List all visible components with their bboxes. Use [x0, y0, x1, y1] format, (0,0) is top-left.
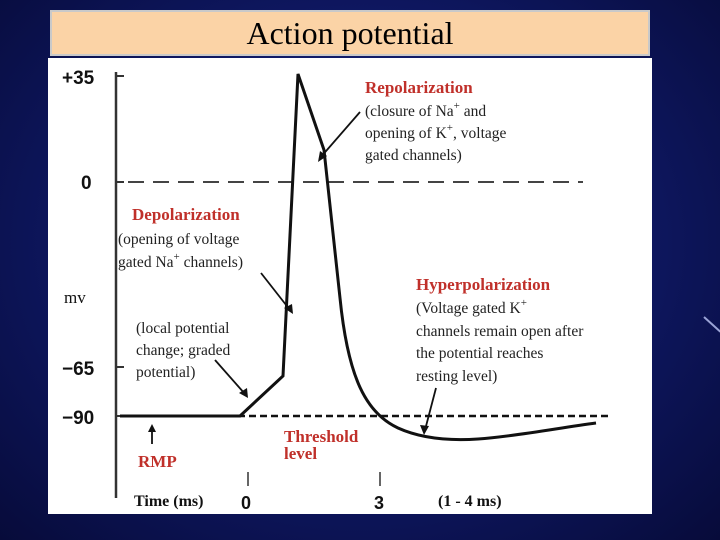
- local-potential-arrow-head: [239, 388, 248, 398]
- rmp-label: RMP: [138, 452, 177, 471]
- hyperpolarization-sup: +: [521, 297, 527, 309]
- y-axis-unit-label: mv: [64, 288, 86, 307]
- x-tick-label-3: 3: [374, 493, 384, 513]
- repolarization-arrow: [319, 111, 361, 159]
- slide-title: Action potential: [246, 14, 454, 51]
- depolarization-arrow-head: [284, 304, 293, 314]
- hyperpolarization-line3: the potential reaches: [416, 345, 543, 362]
- y-tick-label-plus35: +35: [62, 68, 95, 89]
- depolarization-line1: (opening of voltage: [118, 231, 240, 248]
- hyperpolarization-line1-text: (Voltage gated K: [416, 300, 522, 317]
- x-axis-title: Time (ms): [134, 493, 203, 510]
- y-tick-label-zero: 0: [81, 173, 92, 194]
- action-potential-figure: +35 0 mv −65 −90 Time (ms): [48, 58, 652, 514]
- local-potential-arrow: [214, 359, 246, 395]
- hyperpolarization-line1: (Voltage gated K+: [416, 297, 527, 317]
- repolarization-heading: Repolarization: [365, 78, 473, 97]
- local-potential-line3: potential): [136, 364, 195, 381]
- repolarization-line1-text: (closure of Na: [365, 103, 454, 120]
- local-potential-line1: (local potential: [136, 320, 229, 337]
- depolarization-line2-text: gated Na: [118, 254, 174, 271]
- depolarization-heading: Depolarization: [132, 205, 240, 224]
- depolarization-line2-end: channels): [180, 254, 243, 271]
- rmp-arrow-head: [148, 424, 156, 432]
- local-potential-line2: change; graded: [136, 342, 230, 359]
- title-bar: Action potential: [50, 10, 650, 56]
- threshold-label-line2: level: [284, 444, 317, 463]
- decorative-slash: [703, 316, 720, 333]
- y-tick-label-minus90: −90: [62, 408, 94, 429]
- y-tick-label-minus65: −65: [62, 359, 95, 380]
- repolarization-line3: gated channels): [365, 147, 462, 164]
- repolarization-line2-end: , voltage: [453, 125, 506, 142]
- x-range-note: (1 - 4 ms): [438, 493, 502, 510]
- hyperpolarization-line4: resting level): [416, 368, 497, 385]
- action-potential-curve: [120, 73, 597, 442]
- hyperpolarization-arrow: [424, 387, 437, 431]
- depolarization-arrow: [260, 272, 291, 311]
- action-potential-diagram: +35 0 mv −65 −90 Time (ms): [62, 68, 610, 513]
- repolarization-line2-text: opening of K: [365, 125, 448, 142]
- hyperpolarization-heading: Hyperpolarization: [416, 275, 551, 294]
- repolarization-line1-end: and: [460, 103, 487, 120]
- depolarization-line2: gated Na+ channels): [118, 251, 243, 271]
- arrow-heads: [148, 151, 429, 435]
- hyperpolarization-arrow-head: [420, 425, 429, 435]
- x-tick-label-0: 0: [241, 493, 251, 513]
- repolarization-sup: +: [447, 122, 453, 134]
- repolarization-line1: (closure of Na+ and: [365, 100, 486, 120]
- repolarization-line2: opening of K+, voltage: [365, 122, 507, 142]
- repolarization-arrow-head: [318, 151, 327, 162]
- depolarization-sup: +: [174, 251, 180, 263]
- hyperpolarization-line2: channels remain open after: [416, 323, 584, 340]
- threshold-label-line1: Threshold: [284, 427, 359, 446]
- repolarization-sup: +: [454, 100, 460, 112]
